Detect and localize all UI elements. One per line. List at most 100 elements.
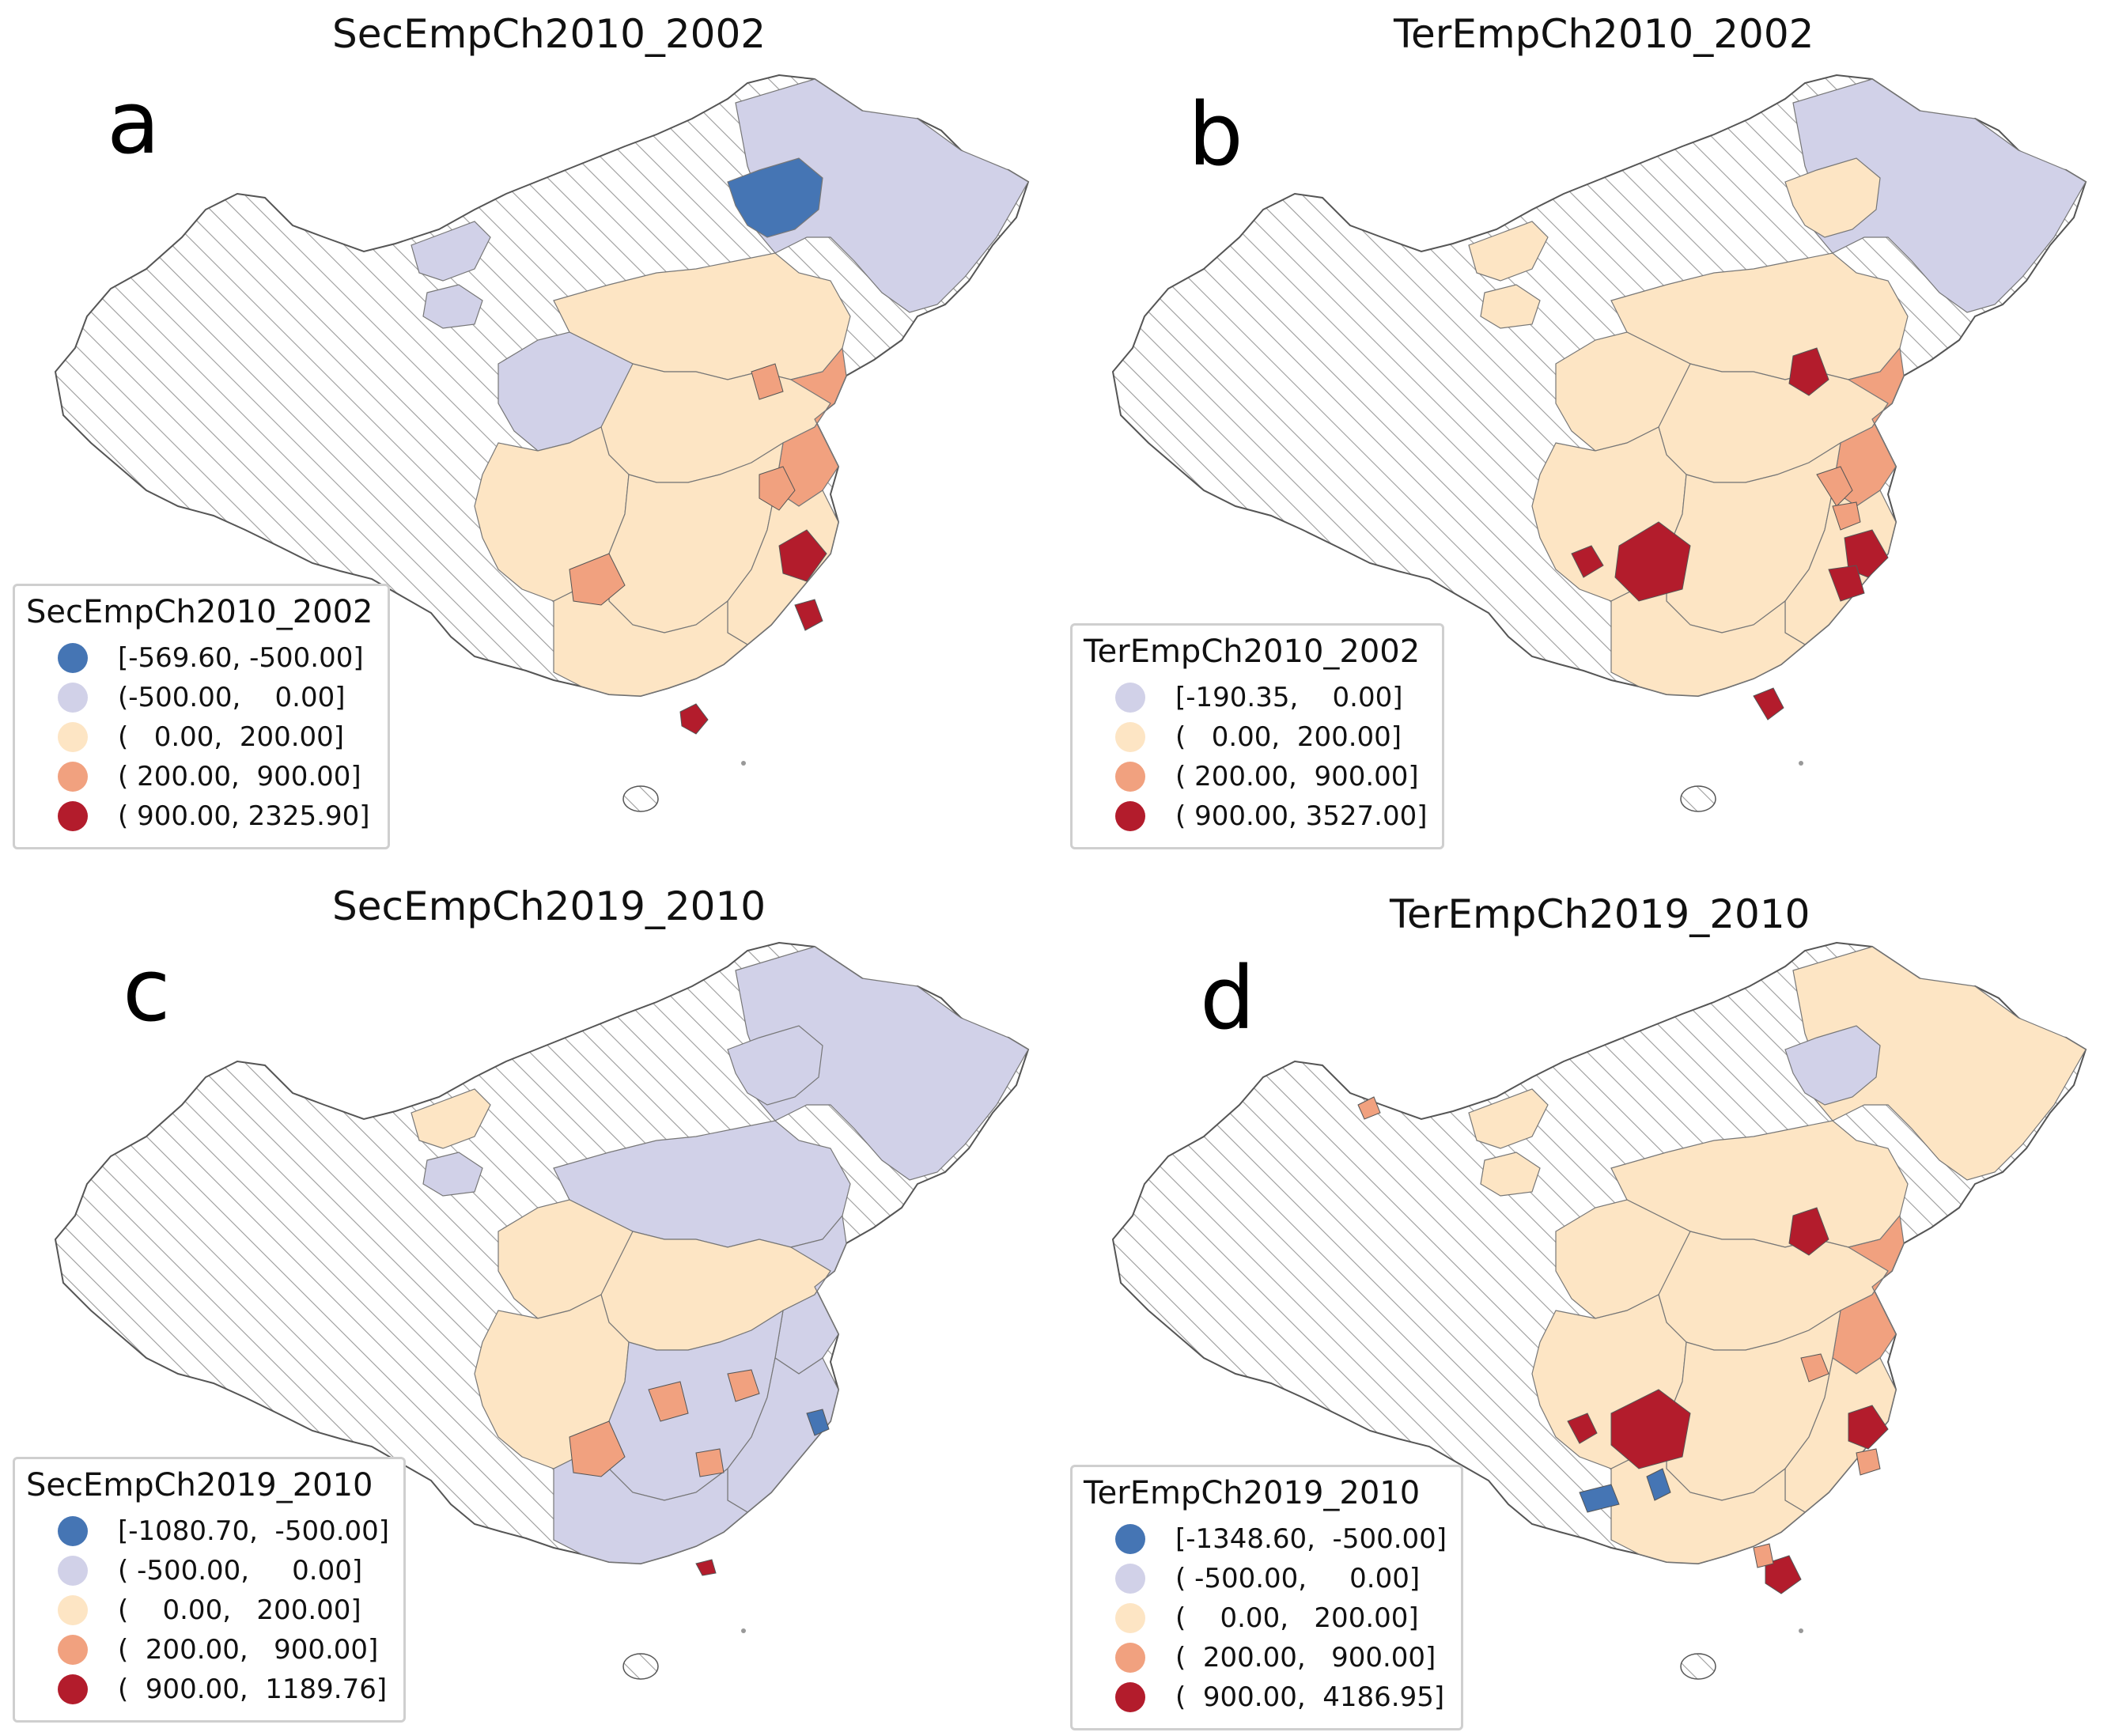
legend-label: (-500.00, 0.00]: [118, 682, 346, 713]
legend-title: TerEmpCh2019_2010: [1084, 1475, 1421, 1511]
legend-item: ( 0.00, 200.00]: [26, 717, 373, 757]
legend-swatch: [1115, 1564, 1145, 1594]
legend-swatch: [58, 801, 88, 831]
region-east: [774, 346, 847, 507]
legend-items: [-190.35, 0.00] ( 0.00, 200.00] ( 200.00, …: [1084, 678, 1428, 836]
legend-label: ( 900.00, 3527.00]: [1175, 800, 1428, 832]
legend-swatch: [58, 1674, 88, 1704]
small-island: [741, 1628, 746, 1633]
panel-letter: c: [123, 940, 171, 1041]
region-highlight: [569, 553, 626, 606]
legend-label: ( 200.00, 900.00]: [118, 1634, 379, 1666]
region-highlight: [1571, 545, 1604, 578]
region-xinjiang_patch: [1480, 1152, 1541, 1197]
legend-label: [-569.60, -500.00]: [118, 642, 364, 674]
region-highlight: [1832, 501, 1861, 531]
china-map: [1111, 941, 2087, 1680]
panel-d: TerEmpCh2019_2010 d TerEmpCh2019_2010 [-…: [1058, 868, 2115, 1735]
legend-swatch: [1115, 1682, 1145, 1712]
legend-item: ( 200.00, 900.00]: [26, 757, 373, 796]
legend-item: ( -500.00, 0.00]: [26, 1551, 389, 1590]
legend-label: ( 900.00, 2325.90]: [118, 800, 370, 832]
panel-letter: b: [1188, 84, 1243, 185]
region-highlight: [727, 1369, 760, 1402]
legend-swatch: [58, 1635, 88, 1665]
region-innermong_w: [1468, 221, 1549, 282]
hainan-island: [622, 1653, 659, 1680]
legend-item: ( 200.00, 900.00]: [1084, 757, 1428, 796]
china-base: [1111, 941, 2087, 1680]
region-highlight: [1610, 1389, 1691, 1469]
region-northeast: [1792, 946, 2087, 1181]
legend-swatch: [1115, 801, 1145, 831]
region-highlight: [1357, 1096, 1381, 1120]
legend-title: SecEmpCh2019_2010: [26, 1467, 373, 1503]
region-northeast: [735, 946, 1029, 1181]
region-highlight: [695, 1559, 717, 1576]
legend-swatch: [58, 722, 88, 752]
panel-c: SecEmpCh2019_2010 c SecEmpCh2019_2010 [-…: [0, 868, 1058, 1735]
region-southeast: [727, 1357, 839, 1513]
legend-item: ( 0.00, 200.00]: [1084, 1598, 1447, 1638]
region-highlight: [1788, 1207, 1829, 1256]
panel-letter: a: [107, 72, 161, 173]
panel-title: TerEmpCh2010_2002: [1394, 11, 1814, 57]
legend-label: ( 0.00, 200.00]: [118, 721, 345, 753]
legend-label: ( -500.00, 0.00]: [118, 1555, 363, 1587]
region-highlight: [1800, 1353, 1829, 1382]
legend-label: ( 0.00, 200.00]: [118, 1594, 361, 1626]
legend-swatch: [58, 762, 88, 792]
legend-label: ( -500.00, 0.00]: [1175, 1563, 1421, 1594]
legend-swatch: [58, 1556, 88, 1586]
region-highlight: [648, 1381, 689, 1422]
legend-items: [-569.60, -500.00] (-500.00, 0.00] ( 0.00,…: [26, 638, 373, 836]
region-highlight: [1848, 1405, 1889, 1450]
legend-item: ( 200.00, 900.00]: [26, 1630, 389, 1670]
region-highlight: [1765, 1555, 1802, 1594]
region-highlight: [1646, 1468, 1671, 1501]
region-xinjiang_patch: [422, 284, 483, 329]
panel-title: TerEmpCh2019_2010: [1390, 891, 1810, 937]
region-highlight: [695, 1448, 725, 1477]
legend-swatch: [1115, 762, 1145, 792]
china-base: [54, 74, 1030, 812]
legend-label: [-190.35, 0.00]: [1175, 682, 1403, 713]
region-highlight: [1856, 1448, 1881, 1476]
region-innermong_w: [1468, 1088, 1549, 1149]
legend-item: ( 900.00, 3527.00]: [1084, 796, 1428, 836]
region-highlight: [1788, 347, 1829, 396]
legend-title: SecEmpCh2010_2002: [26, 594, 373, 630]
region-highlight: [1816, 466, 1853, 507]
legend-label: ( 900.00, 1189.76]: [118, 1674, 388, 1705]
legend-item: [-1348.60, -500.00]: [1084, 1519, 1447, 1559]
legend-label: ( 200.00, 900.00]: [118, 761, 361, 792]
region-highlight: [1579, 1484, 1620, 1513]
legend-label: ( 900.00, 4186.95]: [1175, 1681, 1445, 1713]
legend: TerEmpCh2010_2002 [-190.35, 0.00] ( 0.00,…: [1070, 623, 1444, 849]
panel-a: SecEmpCh2010_2002 a SecEmpCh2010_2002 [-…: [0, 0, 1058, 868]
region-highlight: [794, 599, 823, 631]
legend-label: ( 0.00, 200.00]: [1175, 1602, 1419, 1634]
legend-item: ( -500.00, 0.00]: [1084, 1559, 1447, 1598]
region-east: [1832, 1214, 1905, 1375]
region-innermong_w: [411, 221, 491, 282]
legend-label: ( 0.00, 200.00]: [1175, 721, 1402, 753]
hainan-island: [1680, 785, 1716, 812]
legend-swatch: [58, 1516, 88, 1546]
legend-swatch: [1115, 683, 1145, 713]
region-highlight: [679, 703, 709, 735]
legend-swatch: [1115, 1524, 1145, 1554]
legend-items: [-1348.60, -500.00] ( -500.00, 0.00] ( 0.0…: [1084, 1519, 1447, 1717]
region-highlight: [569, 1420, 626, 1477]
region-east: [1832, 346, 1905, 507]
region-highlight: [751, 363, 784, 400]
region-hulun: [727, 1025, 823, 1106]
china-map: [54, 941, 1030, 1680]
region-highlight: [1567, 1413, 1598, 1444]
legend-swatch: [58, 1595, 88, 1625]
legend-item: ( 900.00, 4186.95]: [1084, 1677, 1447, 1717]
region-xinjiang_patch: [422, 1152, 483, 1197]
legend-swatch: [1115, 722, 1145, 752]
legend-label: [-1348.60, -500.00]: [1175, 1523, 1447, 1555]
panel-letter: d: [1200, 947, 1255, 1049]
